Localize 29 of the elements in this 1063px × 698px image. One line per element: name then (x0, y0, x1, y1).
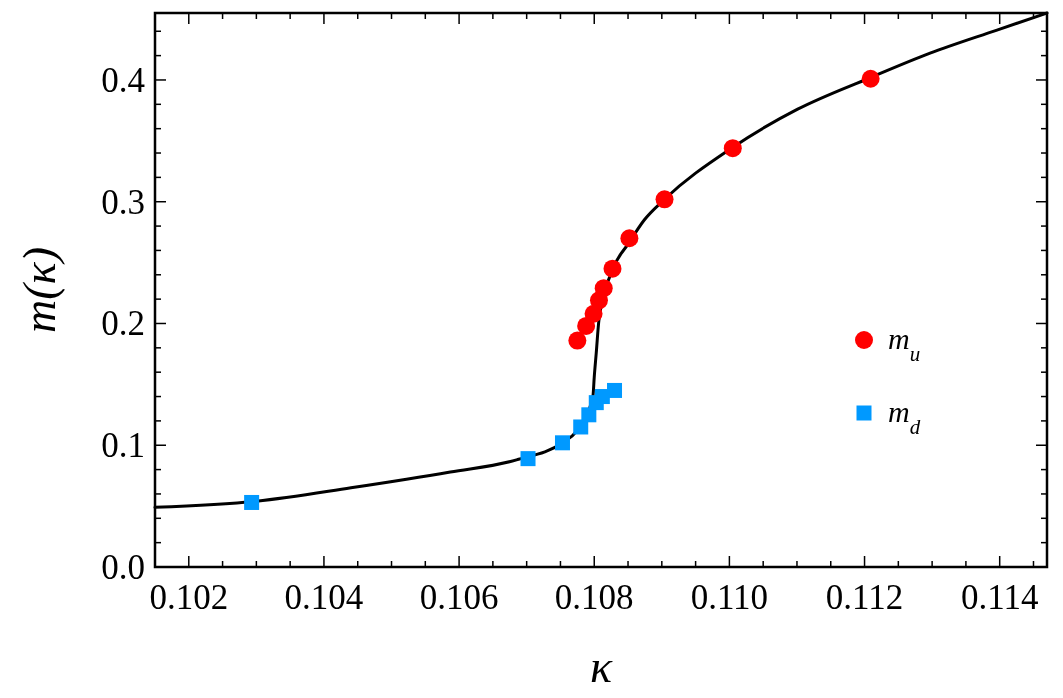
point (244, 494, 260, 510)
x-tick-label: 0.110 (690, 578, 769, 617)
x-axis-title: κ (589, 641, 613, 692)
point (594, 279, 613, 298)
point (520, 451, 536, 467)
point (603, 259, 622, 278)
point (554, 435, 570, 451)
point (581, 407, 597, 423)
legend-label: m$_{d}$ (888, 395, 921, 439)
y-tick-label: 0.1 (101, 426, 145, 466)
y-tick-label: 0.3 (101, 182, 145, 222)
y-axis-title: m(κ) (14, 247, 65, 333)
y-tick-label: 0.4 (101, 60, 145, 100)
x-tick-label: 0.104 (284, 578, 364, 617)
x-tick-label: 0.114 (960, 578, 1039, 617)
point (655, 190, 674, 209)
point (861, 69, 880, 88)
point (620, 229, 639, 248)
point (723, 139, 742, 158)
y-tick-label: 0.2 (101, 304, 145, 344)
x-tick-label: 0.106 (419, 578, 499, 617)
y-tick-label: 0.0 (101, 548, 145, 587)
point (607, 382, 623, 398)
legend-label: m$_{u}$ (888, 322, 921, 366)
x-tick-label: 0.108 (554, 578, 634, 617)
point (573, 419, 589, 435)
point (568, 331, 587, 350)
x-tick-label: 0.112 (825, 578, 904, 617)
x-tick-label: 0.102 (149, 578, 229, 617)
